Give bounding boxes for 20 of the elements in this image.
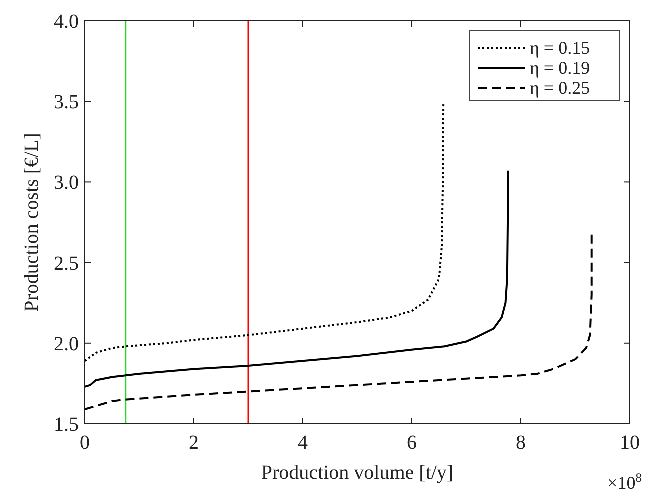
y-tick-label: 2.5 <box>54 252 79 275</box>
x-tick-label: 2 <box>189 432 199 454</box>
x-axis-title: Production volume [t/y] <box>261 462 454 484</box>
x-tick-label: 4 <box>298 432 308 454</box>
line-series <box>84 170 510 388</box>
legend-label: η = 0.25 <box>530 78 590 98</box>
y-axis-title: Production costs [€/L] <box>21 133 43 312</box>
x-tick-label: 8 <box>516 432 526 454</box>
legend-label: η = 0.15 <box>530 38 590 58</box>
y-tick-label: 3.0 <box>54 172 79 194</box>
y-tick-label: 1.5 <box>54 414 79 436</box>
line-series <box>84 102 445 362</box>
x-tick-label: 6 <box>407 432 417 454</box>
x-tick-label: 10 <box>620 432 640 454</box>
legend-label: η = 0.19 <box>530 58 590 78</box>
y-tick-label: 4.0 <box>54 11 79 33</box>
text: ×10$^{8}$ <box>608 471 642 493</box>
y-tick-label: 3.5 <box>54 92 79 114</box>
x-tick-label: 0 <box>80 432 90 454</box>
y-tick-label: 2.0 <box>54 333 79 356</box>
